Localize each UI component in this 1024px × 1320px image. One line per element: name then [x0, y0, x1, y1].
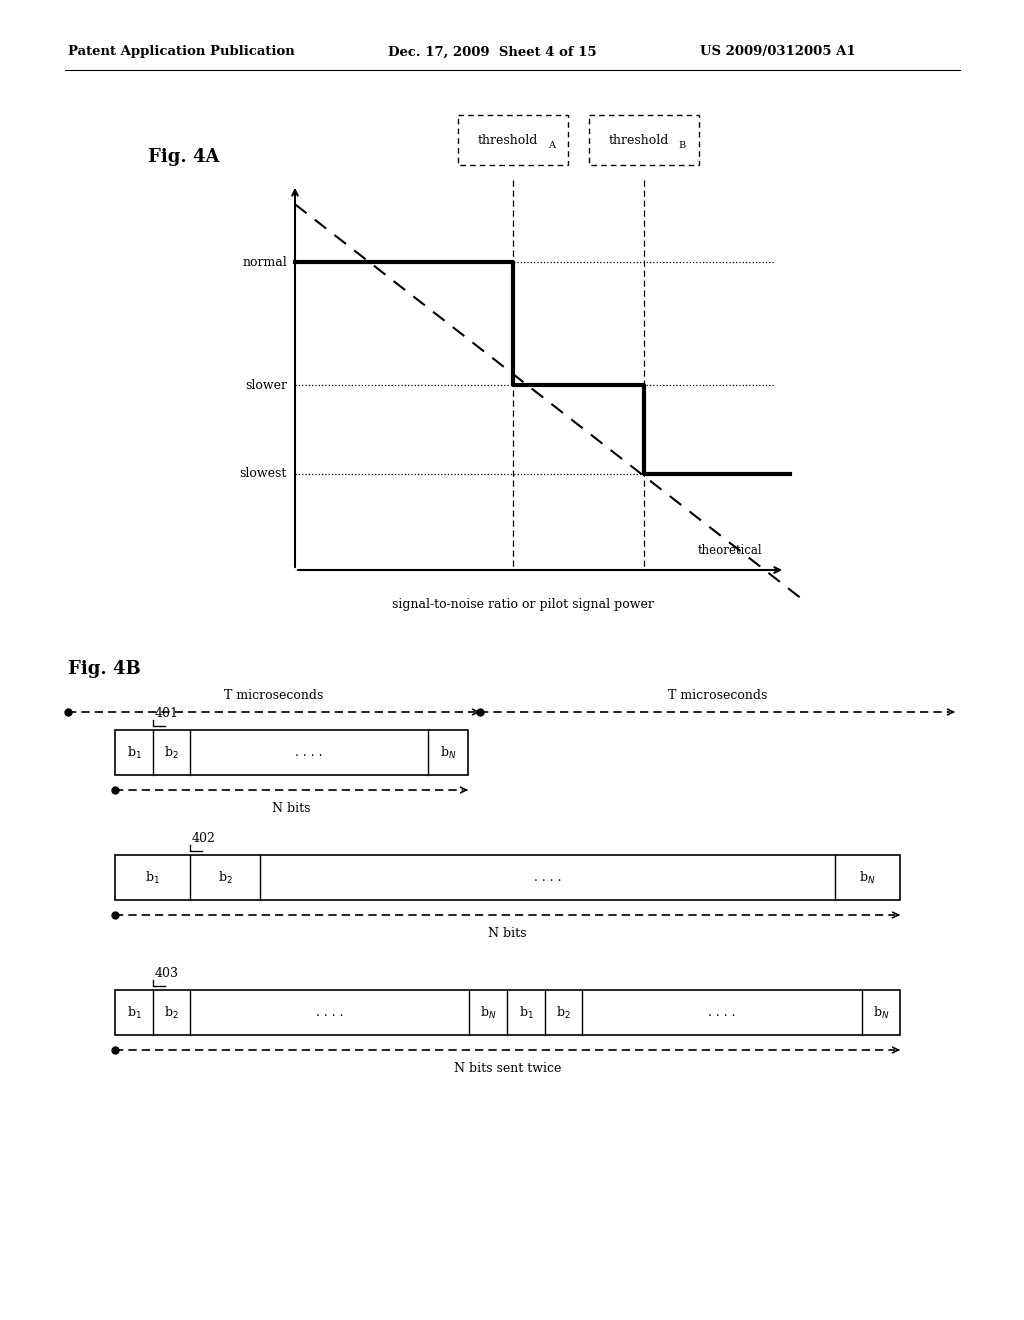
- Bar: [459, 115, 568, 165]
- Text: b$_1$: b$_1$: [127, 1005, 141, 1020]
- Text: b$_N$: b$_N$: [480, 1005, 497, 1020]
- Text: b$_N$: b$_N$: [859, 870, 876, 886]
- Text: slower: slower: [245, 379, 287, 392]
- Text: . . . .: . . . .: [534, 871, 561, 884]
- Text: . . . .: . . . .: [709, 1006, 736, 1019]
- Text: b$_N$: b$_N$: [439, 744, 457, 760]
- Text: b$_N$: b$_N$: [872, 1005, 889, 1020]
- Text: A: A: [548, 140, 555, 149]
- Text: b$_2$: b$_2$: [164, 1005, 179, 1020]
- Bar: [115, 730, 468, 775]
- Text: b$_2$: b$_2$: [218, 870, 232, 886]
- Text: B: B: [679, 140, 686, 149]
- Text: N bits sent twice: N bits sent twice: [454, 1063, 561, 1074]
- Text: T microseconds: T microseconds: [668, 689, 767, 702]
- Text: Fig. 4A: Fig. 4A: [148, 148, 219, 166]
- Text: T microseconds: T microseconds: [224, 689, 324, 702]
- Text: Dec. 17, 2009  Sheet 4 of 15: Dec. 17, 2009 Sheet 4 of 15: [388, 45, 597, 58]
- Text: 401: 401: [155, 708, 179, 719]
- Text: N bits: N bits: [488, 927, 526, 940]
- Text: 403: 403: [155, 968, 179, 979]
- Text: . . . .: . . . .: [295, 746, 323, 759]
- Text: Patent Application Publication: Patent Application Publication: [68, 45, 295, 58]
- Text: N bits: N bits: [272, 803, 310, 814]
- Bar: [115, 990, 900, 1035]
- Text: b$_1$: b$_1$: [145, 870, 160, 886]
- Text: Fig. 4B: Fig. 4B: [68, 660, 140, 678]
- Text: . . . .: . . . .: [315, 1006, 343, 1019]
- Text: b$_2$: b$_2$: [556, 1005, 570, 1020]
- Text: b$_2$: b$_2$: [164, 744, 179, 760]
- Text: b$_1$: b$_1$: [127, 744, 141, 760]
- Text: threshold: threshold: [609, 133, 670, 147]
- Bar: [115, 855, 900, 900]
- Text: US 2009/0312005 A1: US 2009/0312005 A1: [700, 45, 856, 58]
- Text: theoretical: theoretical: [697, 544, 762, 557]
- Text: signal-to-noise ratio or pilot signal power: signal-to-noise ratio or pilot signal po…: [391, 598, 653, 611]
- Text: b$_1$: b$_1$: [518, 1005, 534, 1020]
- Bar: [589, 115, 699, 165]
- Text: normal: normal: [243, 256, 287, 268]
- Text: slowest: slowest: [240, 467, 287, 480]
- Text: 402: 402: [193, 832, 216, 845]
- Text: threshold: threshold: [478, 133, 539, 147]
